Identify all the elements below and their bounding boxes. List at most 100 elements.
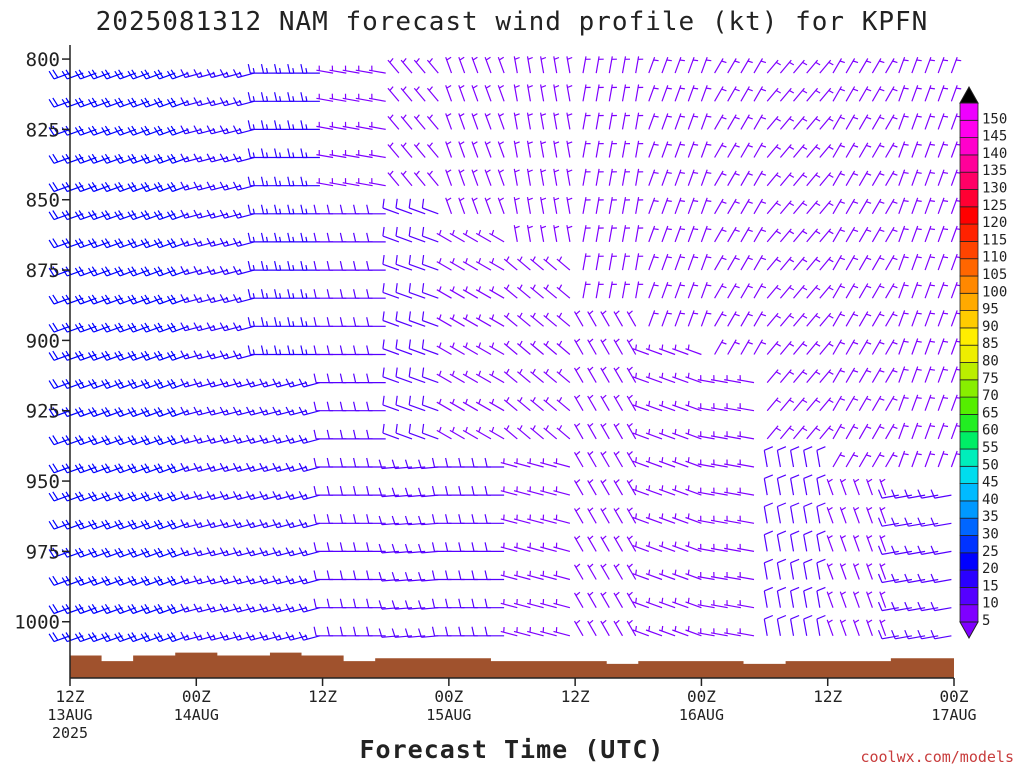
wind-barb: [793, 172, 808, 187]
wind-barb: [832, 114, 845, 130]
colorbar-label: 70: [982, 388, 999, 404]
wind-barb: [260, 176, 281, 187]
wind-barb: [790, 502, 800, 524]
wind-barb: [259, 547, 281, 557]
wind-barb: [503, 397, 518, 412]
wind-barb: [779, 284, 795, 299]
wind-barb: [803, 446, 813, 468]
wind-barb: [274, 92, 294, 102]
wind-barb: [661, 141, 672, 158]
wind-barb: [573, 563, 584, 580]
wind-barb: [543, 368, 558, 384]
wind-barb: [819, 144, 834, 158]
wind-barb: [766, 341, 781, 355]
wind-barb: [740, 114, 753, 130]
wind-barb: [114, 322, 137, 333]
wind-barb: [366, 598, 386, 609]
wind-barb: [687, 281, 699, 299]
wind-barb: [101, 322, 123, 333]
wind-barb: [687, 141, 699, 158]
wind-barb: [353, 204, 373, 215]
wind-barb: [806, 172, 821, 187]
wind-barb: [645, 428, 663, 440]
wind-barb: [526, 225, 533, 243]
wind-barb: [458, 113, 466, 130]
wind-barb: [193, 491, 215, 501]
wind-barb: [530, 397, 544, 412]
wind-barb: [600, 338, 610, 355]
wind-barb: [839, 535, 847, 552]
wind-barb: [326, 598, 347, 609]
wind-barb: [661, 310, 672, 327]
wind-barb: [858, 58, 872, 74]
wind-barb: [582, 168, 591, 186]
wind-barb: [232, 181, 255, 191]
wind-barb: [382, 226, 400, 243]
wind-barb: [685, 513, 702, 524]
wind-barb: [247, 260, 268, 271]
wind-barb: [553, 112, 560, 130]
wind-barb: [832, 311, 845, 327]
wind-barb: [475, 286, 492, 299]
wind-barb: [724, 459, 742, 468]
wind-barb: [648, 141, 659, 158]
wind-barb: [595, 225, 604, 243]
wind-barb: [866, 506, 873, 524]
wind-barb: [272, 378, 294, 388]
wind-barb: [635, 84, 644, 102]
wind-barb: [462, 370, 479, 384]
wind-barb: [48, 238, 71, 249]
wind-barb: [48, 294, 71, 305]
wind-barb: [366, 232, 386, 243]
wind-barb: [300, 92, 320, 102]
wind-barb: [763, 558, 774, 580]
wind-barb: [626, 563, 637, 580]
wind-barb: [366, 345, 386, 356]
wind-barb: [819, 59, 834, 74]
wind-barb: [600, 394, 610, 412]
wind-barb: [613, 563, 624, 580]
wind-barb: [626, 338, 637, 355]
colorbar-cell: [959, 171, 979, 190]
wind-barb: [714, 198, 727, 215]
wind-barb: [503, 340, 518, 355]
wind-barb: [674, 56, 685, 74]
wind-barb: [658, 457, 676, 468]
wind-barb: [180, 350, 202, 360]
wind-barb: [180, 97, 202, 107]
wind-barb: [285, 519, 307, 529]
wind-barb: [274, 176, 294, 187]
wind-barb: [543, 312, 558, 327]
wind-barb: [632, 513, 650, 524]
colorbar-cell: [959, 517, 979, 536]
wind-barb: [879, 619, 887, 637]
wind-barb: [793, 284, 808, 299]
wind-barb: [87, 407, 110, 418]
colorbar-label: 30: [982, 527, 999, 543]
wind-barb: [484, 570, 505, 581]
wind-barb: [366, 204, 386, 215]
wind-barb: [153, 294, 176, 305]
wind-barb: [866, 535, 873, 552]
wind-barb: [553, 84, 560, 102]
wind-barb: [766, 397, 781, 412]
wind-barb: [740, 255, 753, 271]
wind-barb: [553, 542, 571, 552]
wind-barb: [471, 141, 479, 158]
wind-barb: [645, 485, 663, 496]
wind-barb: [489, 258, 505, 271]
wind-barb: [458, 514, 478, 524]
wind-barb: [101, 407, 123, 418]
wind-barb: [219, 237, 242, 247]
wind-barb: [219, 97, 242, 107]
wind-barb: [839, 506, 847, 524]
wind-barb: [366, 289, 386, 299]
wind-barb: [339, 289, 360, 299]
wind-barb: [114, 547, 137, 558]
wind-barb: [513, 56, 520, 74]
wind-barb: [316, 65, 334, 74]
wind-barb: [366, 514, 386, 524]
wind-barb: [753, 114, 767, 130]
colorbar-cell: [959, 344, 979, 363]
wind-barb: [300, 260, 320, 271]
